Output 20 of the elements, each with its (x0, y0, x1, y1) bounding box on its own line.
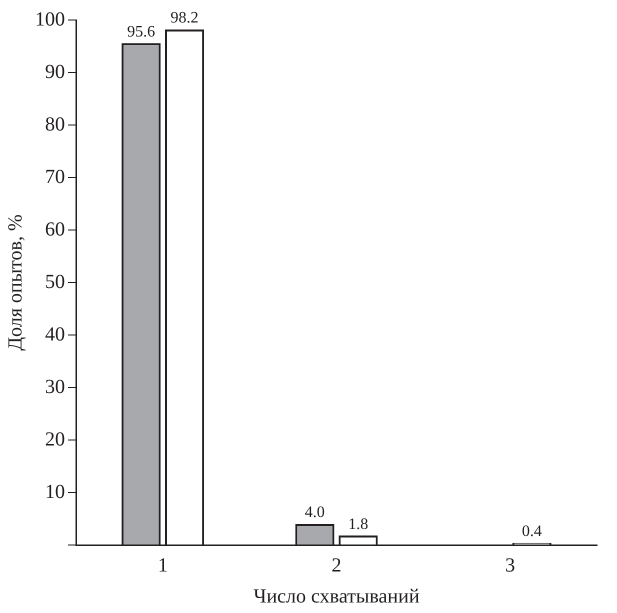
y-tick-label: 70 (45, 166, 65, 188)
y-tick-label: 30 (45, 376, 65, 398)
y-tick-label: 40 (45, 323, 65, 346)
x-axis-title: Число схватываний (253, 585, 420, 608)
y-tick-label: 100 (35, 8, 65, 30)
data-label: 0.4 (522, 523, 542, 540)
y-axis-title: Доля опытов, % (4, 214, 26, 351)
x-tick-label: 2 (332, 554, 342, 576)
data-label: 95.6 (127, 23, 156, 40)
y-tick-label: 60 (45, 218, 65, 240)
y-tick-label: 90 (45, 60, 65, 83)
x-tick-label: 3 (505, 554, 516, 576)
y-tick-label: 80 (45, 113, 65, 136)
data-label: 4.0 (304, 504, 325, 522)
data-label: 98.2 (170, 10, 199, 27)
y-tick-label: 10 (45, 480, 65, 503)
y-tick-label: 50 (45, 270, 65, 293)
y-tick-label: 20 (45, 428, 65, 450)
data-label: 1.8 (348, 516, 368, 533)
x-tick-label: 1 (158, 554, 168, 576)
